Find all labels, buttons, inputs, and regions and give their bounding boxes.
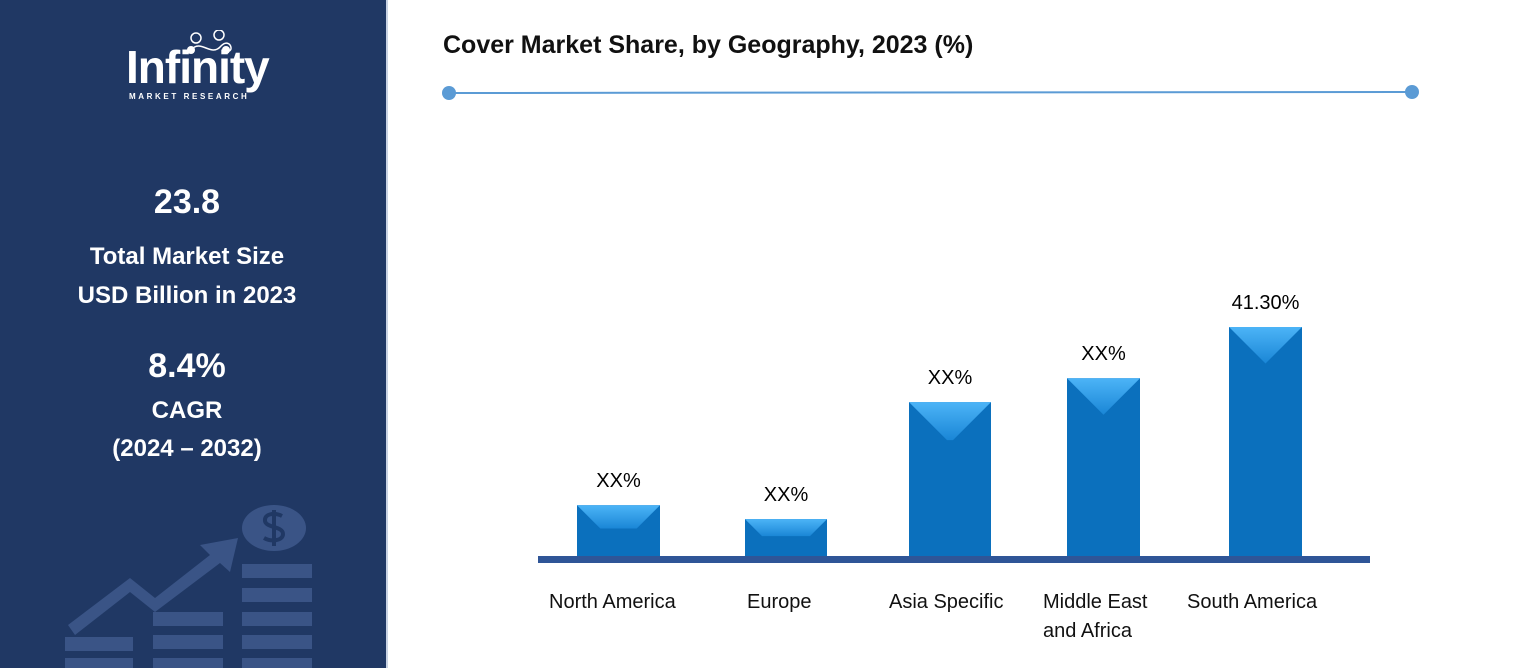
- cagr-period: (2024 – 2032): [112, 435, 262, 462]
- market-size-label: Total Market Size: [89, 243, 285, 270]
- bar-2: [909, 402, 991, 557]
- logo-wordmark: Infinity: [126, 41, 270, 93]
- title-divider: [442, 85, 1419, 100]
- category-label-line: and Africa: [1043, 620, 1132, 642]
- cagr-label: CAGR: [151, 397, 223, 424]
- category-label-line: Middle East: [1043, 591, 1148, 613]
- bar-bevel: [909, 402, 991, 441]
- data-label: XX%: [1081, 343, 1126, 366]
- cagr-value: 8.4%: [148, 347, 226, 385]
- chart-title: Cover Market Share, by Geography, 2023 (…: [443, 31, 974, 59]
- bar-bevel: [577, 505, 660, 529]
- data-label: 41.30%: [1231, 292, 1300, 314]
- sidebar-panel: Infinity MARKET RESEARCH 23.8 Total Mark…: [0, 0, 388, 668]
- category-label: Europe: [747, 588, 812, 617]
- data-label: XX%: [596, 470, 641, 493]
- bar: [1229, 327, 1302, 557]
- growth-money-icon: [65, 505, 312, 668]
- category-label-line: Asia Specific: [889, 591, 1004, 613]
- category-label-line: Europe: [747, 591, 812, 613]
- logo-infinity-icon: [187, 30, 232, 54]
- data-label: XX%: [763, 484, 809, 507]
- category-label: North America: [549, 588, 676, 617]
- bar-3: [1067, 378, 1140, 557]
- bar-bevel: [1229, 327, 1302, 364]
- category-label-line: North America: [549, 591, 676, 613]
- bar-4: [1229, 327, 1302, 557]
- x-axis-line: [538, 556, 1370, 563]
- category-label: Middle East and Africa: [1043, 588, 1148, 646]
- bar-bevel: [745, 519, 827, 537]
- category-label: Asia Specific: [889, 588, 1004, 617]
- bar-bevel: [1067, 378, 1140, 415]
- bar-0: [577, 505, 660, 557]
- bar-1: [745, 519, 827, 557]
- data-label: XX%: [927, 367, 973, 390]
- market-size-value: 23.8: [153, 183, 221, 221]
- infinity-logo: Infinity MARKET RESEARCH: [126, 30, 296, 106]
- category-label-line: South America: [1187, 591, 1318, 613]
- market-size-unit: USD Billion in 2023: [77, 282, 297, 309]
- logo-tagline: MARKET RESEARCH: [129, 92, 250, 101]
- category-label: South America: [1187, 588, 1317, 617]
